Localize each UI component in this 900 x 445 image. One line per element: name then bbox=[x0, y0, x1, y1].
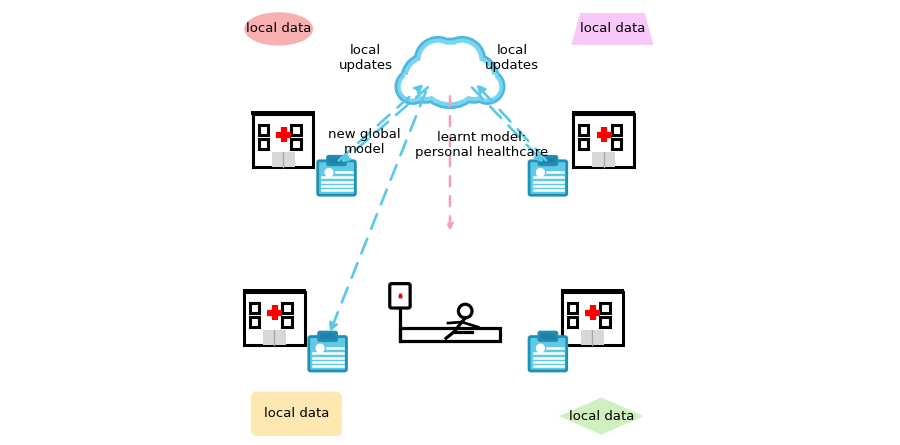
FancyBboxPatch shape bbox=[283, 303, 292, 313]
Circle shape bbox=[397, 71, 428, 102]
FancyBboxPatch shape bbox=[258, 138, 268, 149]
FancyBboxPatch shape bbox=[580, 330, 604, 345]
FancyBboxPatch shape bbox=[309, 336, 346, 371]
Circle shape bbox=[469, 69, 506, 105]
Circle shape bbox=[421, 44, 479, 102]
FancyBboxPatch shape bbox=[402, 73, 498, 93]
Text: local data: local data bbox=[569, 409, 634, 423]
FancyBboxPatch shape bbox=[292, 125, 301, 135]
FancyBboxPatch shape bbox=[405, 75, 495, 91]
FancyBboxPatch shape bbox=[568, 316, 578, 327]
Circle shape bbox=[400, 53, 452, 104]
FancyBboxPatch shape bbox=[328, 156, 346, 165]
Polygon shape bbox=[572, 13, 653, 45]
FancyBboxPatch shape bbox=[579, 138, 589, 149]
Polygon shape bbox=[559, 397, 644, 435]
Circle shape bbox=[445, 43, 480, 77]
Circle shape bbox=[440, 39, 483, 82]
Text: new global
model: new global model bbox=[328, 129, 400, 156]
FancyBboxPatch shape bbox=[529, 336, 567, 371]
Circle shape bbox=[326, 169, 333, 176]
FancyBboxPatch shape bbox=[263, 330, 286, 345]
FancyBboxPatch shape bbox=[318, 161, 356, 195]
Circle shape bbox=[403, 55, 449, 101]
Circle shape bbox=[420, 43, 455, 77]
FancyBboxPatch shape bbox=[251, 111, 315, 115]
FancyBboxPatch shape bbox=[573, 113, 634, 167]
Text: learnt model:
personal healthcare: learnt model: personal healthcare bbox=[415, 131, 548, 158]
Circle shape bbox=[417, 39, 460, 82]
FancyBboxPatch shape bbox=[572, 111, 635, 115]
Circle shape bbox=[400, 75, 425, 99]
FancyBboxPatch shape bbox=[561, 289, 624, 293]
FancyBboxPatch shape bbox=[242, 289, 306, 293]
Text: local
updates: local updates bbox=[338, 44, 392, 72]
FancyBboxPatch shape bbox=[579, 125, 589, 135]
Circle shape bbox=[437, 36, 486, 85]
FancyBboxPatch shape bbox=[258, 125, 268, 135]
Text: local data: local data bbox=[264, 407, 329, 421]
FancyBboxPatch shape bbox=[568, 303, 578, 313]
Circle shape bbox=[536, 344, 544, 352]
FancyBboxPatch shape bbox=[592, 152, 615, 167]
Circle shape bbox=[458, 304, 472, 318]
Circle shape bbox=[408, 60, 445, 97]
FancyBboxPatch shape bbox=[253, 113, 313, 167]
FancyBboxPatch shape bbox=[249, 316, 259, 327]
FancyBboxPatch shape bbox=[600, 303, 610, 313]
FancyBboxPatch shape bbox=[539, 156, 557, 165]
FancyBboxPatch shape bbox=[562, 291, 623, 345]
FancyBboxPatch shape bbox=[249, 303, 259, 313]
Circle shape bbox=[448, 53, 500, 104]
FancyBboxPatch shape bbox=[400, 328, 500, 341]
Circle shape bbox=[455, 60, 492, 97]
Circle shape bbox=[536, 169, 544, 176]
Circle shape bbox=[414, 38, 486, 109]
Text: local
updates: local updates bbox=[485, 44, 539, 72]
Circle shape bbox=[317, 344, 324, 352]
Circle shape bbox=[472, 71, 503, 102]
FancyBboxPatch shape bbox=[612, 125, 621, 135]
FancyBboxPatch shape bbox=[283, 316, 292, 327]
FancyBboxPatch shape bbox=[292, 138, 301, 149]
FancyBboxPatch shape bbox=[529, 161, 567, 195]
Circle shape bbox=[414, 36, 463, 85]
Text: local data: local data bbox=[580, 22, 645, 36]
FancyBboxPatch shape bbox=[539, 332, 557, 340]
FancyBboxPatch shape bbox=[272, 152, 294, 167]
FancyBboxPatch shape bbox=[319, 332, 337, 340]
Circle shape bbox=[394, 69, 431, 105]
Circle shape bbox=[451, 55, 497, 101]
Circle shape bbox=[417, 40, 483, 106]
Ellipse shape bbox=[244, 12, 313, 45]
FancyBboxPatch shape bbox=[251, 392, 342, 436]
Circle shape bbox=[475, 75, 500, 99]
FancyBboxPatch shape bbox=[244, 291, 304, 345]
FancyBboxPatch shape bbox=[390, 283, 410, 308]
FancyBboxPatch shape bbox=[600, 316, 610, 327]
FancyBboxPatch shape bbox=[612, 138, 621, 149]
Text: local data: local data bbox=[246, 22, 311, 36]
